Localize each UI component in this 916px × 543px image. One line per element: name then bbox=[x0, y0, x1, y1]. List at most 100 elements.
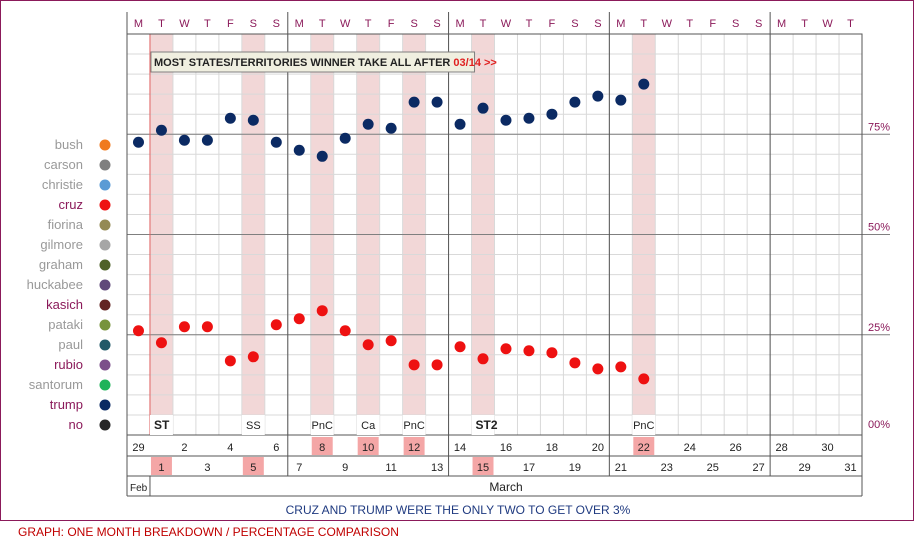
legend-label-bush: bush bbox=[55, 137, 83, 152]
point-cruz bbox=[247, 351, 259, 363]
point-cruz bbox=[201, 321, 213, 333]
legend-marker-pataki bbox=[99, 319, 111, 331]
event-date-highlight bbox=[311, 437, 333, 455]
date-label: 13 bbox=[431, 462, 443, 474]
date-label: 19 bbox=[569, 462, 581, 474]
weekday-label: T bbox=[158, 18, 165, 30]
point-cruz bbox=[385, 335, 397, 347]
point-cruz bbox=[270, 319, 282, 331]
legend-label-huckabee: huckabee bbox=[27, 277, 83, 292]
weekday-label: S bbox=[594, 18, 601, 30]
weekday-label: T bbox=[686, 18, 693, 30]
point-trump bbox=[615, 94, 627, 106]
point-trump bbox=[638, 78, 650, 90]
month-label-march: March bbox=[489, 480, 522, 494]
legend-label-kasich: kasich bbox=[46, 297, 83, 312]
weekday-label: T bbox=[204, 18, 211, 30]
date-label: 16 bbox=[500, 442, 512, 454]
date-label: 3 bbox=[204, 462, 210, 474]
legend-marker-gilmore bbox=[99, 239, 111, 251]
point-cruz bbox=[155, 337, 167, 349]
date-label: 9 bbox=[342, 462, 348, 474]
date-label: 6 bbox=[273, 442, 279, 454]
weekday-label: T bbox=[365, 18, 372, 30]
chart-frame bbox=[0, 0, 914, 521]
legend-label-graham: graham bbox=[39, 257, 83, 272]
weekday-label: M bbox=[777, 18, 786, 30]
date-label: 5 bbox=[250, 462, 256, 474]
weekday-label: S bbox=[250, 18, 257, 30]
event-date-highlight bbox=[150, 457, 172, 475]
point-cruz bbox=[592, 363, 604, 375]
event-label: ST2 bbox=[476, 418, 498, 432]
y-tick-label: 50% bbox=[868, 222, 890, 234]
date-label: 27 bbox=[753, 462, 765, 474]
point-cruz bbox=[523, 345, 535, 357]
weekday-label: T bbox=[319, 18, 326, 30]
legend-label-santorum: santorum bbox=[29, 377, 83, 392]
point-cruz bbox=[546, 347, 558, 359]
banner-main: MOST STATES/TERRITORIES WINNER TAKE ALL … bbox=[154, 57, 453, 69]
weekday-label: T bbox=[801, 18, 808, 30]
point-trump bbox=[500, 114, 512, 126]
date-label: 29 bbox=[798, 462, 810, 474]
point-trump bbox=[224, 112, 236, 124]
point-trump bbox=[569, 96, 581, 108]
date-label: 4 bbox=[227, 442, 233, 454]
weekday-label: S bbox=[433, 18, 440, 30]
point-cruz bbox=[615, 361, 627, 373]
event-date-highlight bbox=[403, 437, 425, 455]
date-label: 15 bbox=[477, 462, 489, 474]
date-label: 31 bbox=[844, 462, 856, 474]
date-label: 17 bbox=[523, 462, 535, 474]
legend-marker-bush bbox=[99, 139, 111, 151]
point-trump bbox=[431, 96, 443, 108]
weekday-label: W bbox=[501, 18, 512, 30]
date-label: 10 bbox=[362, 442, 374, 454]
weekday-label: F bbox=[227, 18, 234, 30]
point-trump bbox=[408, 96, 420, 108]
date-label: 29 bbox=[132, 442, 144, 454]
date-label: 23 bbox=[661, 462, 673, 474]
date-label: 7 bbox=[296, 462, 302, 474]
legend-marker-graham bbox=[99, 259, 111, 271]
date-label: 1 bbox=[158, 462, 164, 474]
event-date-highlight bbox=[472, 457, 494, 475]
weekday-label: W bbox=[662, 18, 673, 30]
point-cruz bbox=[293, 313, 305, 325]
point-cruz bbox=[454, 341, 466, 353]
date-label: 20 bbox=[592, 442, 604, 454]
point-trump bbox=[247, 114, 259, 126]
date-label: 28 bbox=[775, 442, 787, 454]
event-label-box bbox=[402, 415, 426, 435]
legend-marker-fiorina bbox=[99, 219, 111, 231]
weekday-label: S bbox=[755, 18, 762, 30]
point-cruz bbox=[477, 353, 489, 365]
legend-marker-paul bbox=[99, 339, 111, 351]
legend-label-pataki: pataki bbox=[48, 317, 83, 332]
weekday-label: M bbox=[134, 18, 143, 30]
legend-label-paul: paul bbox=[58, 337, 83, 352]
weekday-label: S bbox=[410, 18, 417, 30]
event-label: Ca bbox=[361, 420, 376, 432]
legend-marker-rubio bbox=[99, 359, 111, 371]
legend-label-rubio: rubio bbox=[54, 357, 83, 372]
banner-date: 03/14 >> bbox=[453, 57, 496, 69]
event-label: PnC bbox=[403, 420, 424, 432]
weekday-label: F bbox=[549, 18, 556, 30]
weekday-label: M bbox=[616, 18, 625, 30]
point-trump bbox=[385, 122, 397, 134]
y-tick-label: 00% bbox=[868, 419, 890, 431]
point-trump bbox=[155, 124, 167, 136]
weekday-label: T bbox=[847, 18, 854, 30]
legend-label-carson: carson bbox=[44, 157, 83, 172]
point-cruz bbox=[431, 359, 443, 371]
date-label: 25 bbox=[707, 462, 719, 474]
point-cruz bbox=[339, 325, 351, 337]
point-trump bbox=[454, 118, 466, 130]
point-cruz bbox=[569, 357, 581, 369]
event-label: ST bbox=[154, 418, 170, 432]
event-label-box bbox=[471, 415, 495, 435]
weekday-label: F bbox=[388, 18, 395, 30]
